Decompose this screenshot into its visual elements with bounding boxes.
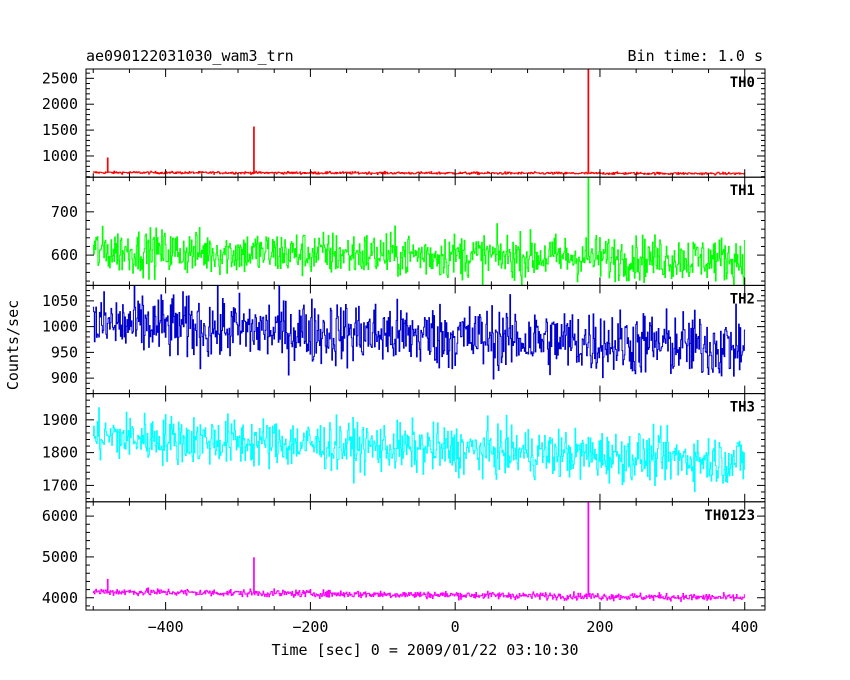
- panel-frame: [85, 501, 766, 611]
- x-tick-label: 200: [586, 618, 613, 636]
- series-line-th0123: [92, 501, 746, 602]
- x-tick-label: −200: [292, 618, 328, 636]
- y-axis-title: Counts/sec: [4, 300, 22, 390]
- chart-title: ae090122031030_wam3_trn: [86, 47, 294, 65]
- panel-label-th3: TH3: [730, 400, 755, 416]
- y-tick-label: 2000: [42, 95, 78, 113]
- y-tick-label: 1000: [42, 147, 78, 165]
- x-tick-labels: −400 −200 0 200 400: [148, 618, 759, 636]
- panel-th1: 600 700 TH1: [51, 176, 766, 286]
- y-tick-label: 950: [51, 343, 78, 361]
- series-line-th1: [92, 177, 746, 286]
- x-tick-label: −400: [148, 618, 184, 636]
- y-tick-label: 900: [51, 369, 78, 387]
- x-tick-label: 0: [451, 618, 460, 636]
- y-tick-label: 1050: [42, 292, 78, 310]
- y-tick-label: 600: [51, 246, 78, 264]
- series-line-th0: [92, 69, 746, 176]
- y-tick-label: 6000: [42, 507, 78, 525]
- panel-label-th0123: TH0123: [704, 508, 755, 524]
- x-axis-title: Time [sec] 0 = 2009/01/22 03:10:30: [271, 641, 578, 659]
- series-line-th3: [92, 407, 746, 493]
- series-line-th2: [92, 285, 746, 380]
- panel-th2: 900 950 1000 1050 TH2: [42, 284, 766, 395]
- panel-label-th0: TH0: [730, 75, 755, 91]
- y-tick-label: 4000: [42, 589, 78, 607]
- y-tick-label: 2500: [42, 69, 78, 87]
- y-tick-label: 1500: [42, 121, 78, 139]
- panel-th0123: 4000 5000 6000 TH0123: [42, 501, 766, 611]
- y-tick-label: 700: [51, 203, 78, 221]
- y-tick-label: 1700: [42, 476, 78, 494]
- panel-label-th1: TH1: [730, 183, 755, 199]
- bin-time-label: Bin time: 1.0 s: [628, 47, 763, 65]
- y-tick-label: 1900: [42, 411, 78, 429]
- y-tick-label: 1000: [42, 318, 78, 336]
- x-tick-label: 400: [731, 618, 758, 636]
- panel-th0: 1000 1500 2000 2500 TH0: [42, 68, 766, 178]
- panel-frame: [85, 68, 766, 178]
- panel-label-th2: TH2: [730, 291, 755, 307]
- panel-th3: 1700 1800 1900 TH3: [42, 393, 766, 503]
- y-tick-label: 5000: [42, 548, 78, 566]
- y-tick-label: 1800: [42, 444, 78, 462]
